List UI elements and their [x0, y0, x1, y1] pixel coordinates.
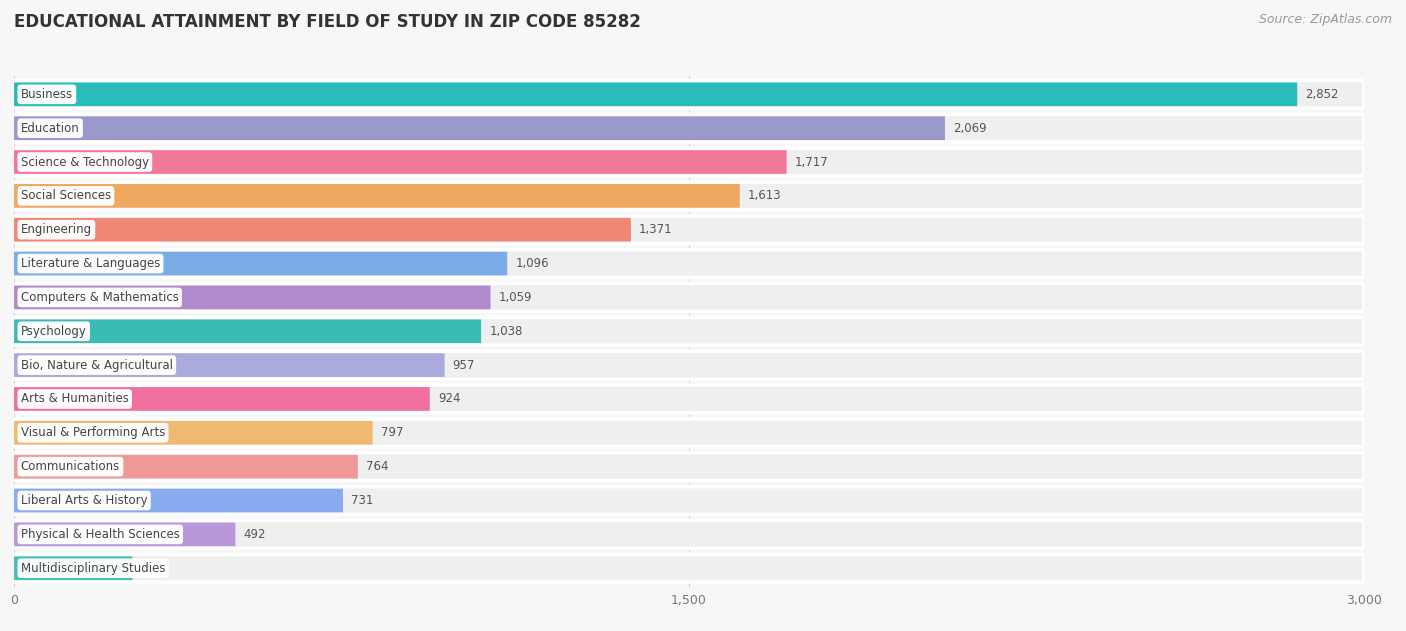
FancyBboxPatch shape — [14, 419, 1364, 447]
FancyBboxPatch shape — [14, 317, 1364, 345]
FancyBboxPatch shape — [14, 521, 1364, 548]
FancyBboxPatch shape — [14, 182, 1364, 209]
Text: 1,613: 1,613 — [748, 189, 782, 203]
Text: 2,069: 2,069 — [953, 122, 987, 134]
FancyBboxPatch shape — [14, 114, 1364, 142]
FancyBboxPatch shape — [14, 488, 343, 512]
FancyBboxPatch shape — [14, 353, 444, 377]
Text: 263: 263 — [141, 562, 163, 575]
Text: Bio, Nature & Agricultural: Bio, Nature & Agricultural — [21, 358, 173, 372]
Text: 492: 492 — [243, 528, 266, 541]
FancyBboxPatch shape — [14, 455, 357, 478]
Text: 2,852: 2,852 — [1305, 88, 1339, 101]
FancyBboxPatch shape — [14, 252, 508, 275]
FancyBboxPatch shape — [14, 557, 132, 580]
Text: Source: ZipAtlas.com: Source: ZipAtlas.com — [1258, 13, 1392, 26]
FancyBboxPatch shape — [14, 81, 1364, 108]
Text: Computers & Mathematics: Computers & Mathematics — [21, 291, 179, 304]
Text: Social Sciences: Social Sciences — [21, 189, 111, 203]
Text: 1,096: 1,096 — [515, 257, 548, 270]
FancyBboxPatch shape — [14, 148, 1364, 176]
Text: Engineering: Engineering — [21, 223, 91, 236]
Text: 797: 797 — [381, 427, 404, 439]
FancyBboxPatch shape — [14, 351, 1364, 379]
FancyBboxPatch shape — [14, 150, 786, 174]
FancyBboxPatch shape — [14, 184, 740, 208]
FancyBboxPatch shape — [14, 522, 235, 546]
FancyBboxPatch shape — [14, 250, 1364, 278]
FancyBboxPatch shape — [14, 116, 945, 140]
Text: 957: 957 — [453, 358, 475, 372]
Text: Physical & Health Sciences: Physical & Health Sciences — [21, 528, 180, 541]
FancyBboxPatch shape — [14, 319, 481, 343]
Text: Visual & Performing Arts: Visual & Performing Arts — [21, 427, 165, 439]
FancyBboxPatch shape — [14, 453, 1364, 481]
Text: 924: 924 — [437, 392, 460, 406]
Text: 1,038: 1,038 — [489, 325, 523, 338]
Text: 1,717: 1,717 — [794, 155, 828, 168]
Text: Science & Technology: Science & Technology — [21, 155, 149, 168]
Text: 1,059: 1,059 — [499, 291, 531, 304]
FancyBboxPatch shape — [14, 286, 491, 309]
Text: Liberal Arts & History: Liberal Arts & History — [21, 494, 148, 507]
FancyBboxPatch shape — [14, 218, 631, 242]
Text: 764: 764 — [366, 460, 388, 473]
FancyBboxPatch shape — [14, 83, 1298, 106]
FancyBboxPatch shape — [14, 385, 1364, 413]
FancyBboxPatch shape — [14, 487, 1364, 514]
FancyBboxPatch shape — [14, 387, 430, 411]
FancyBboxPatch shape — [14, 555, 1364, 582]
Text: Business: Business — [21, 88, 73, 101]
Text: Education: Education — [21, 122, 80, 134]
FancyBboxPatch shape — [14, 283, 1364, 311]
Text: EDUCATIONAL ATTAINMENT BY FIELD OF STUDY IN ZIP CODE 85282: EDUCATIONAL ATTAINMENT BY FIELD OF STUDY… — [14, 13, 641, 31]
Text: Multidisciplinary Studies: Multidisciplinary Studies — [21, 562, 166, 575]
Text: 731: 731 — [352, 494, 374, 507]
Text: Psychology: Psychology — [21, 325, 87, 338]
Text: Literature & Languages: Literature & Languages — [21, 257, 160, 270]
FancyBboxPatch shape — [14, 216, 1364, 244]
Text: 1,371: 1,371 — [638, 223, 672, 236]
Text: Arts & Humanities: Arts & Humanities — [21, 392, 129, 406]
FancyBboxPatch shape — [14, 421, 373, 445]
Text: Communications: Communications — [21, 460, 120, 473]
